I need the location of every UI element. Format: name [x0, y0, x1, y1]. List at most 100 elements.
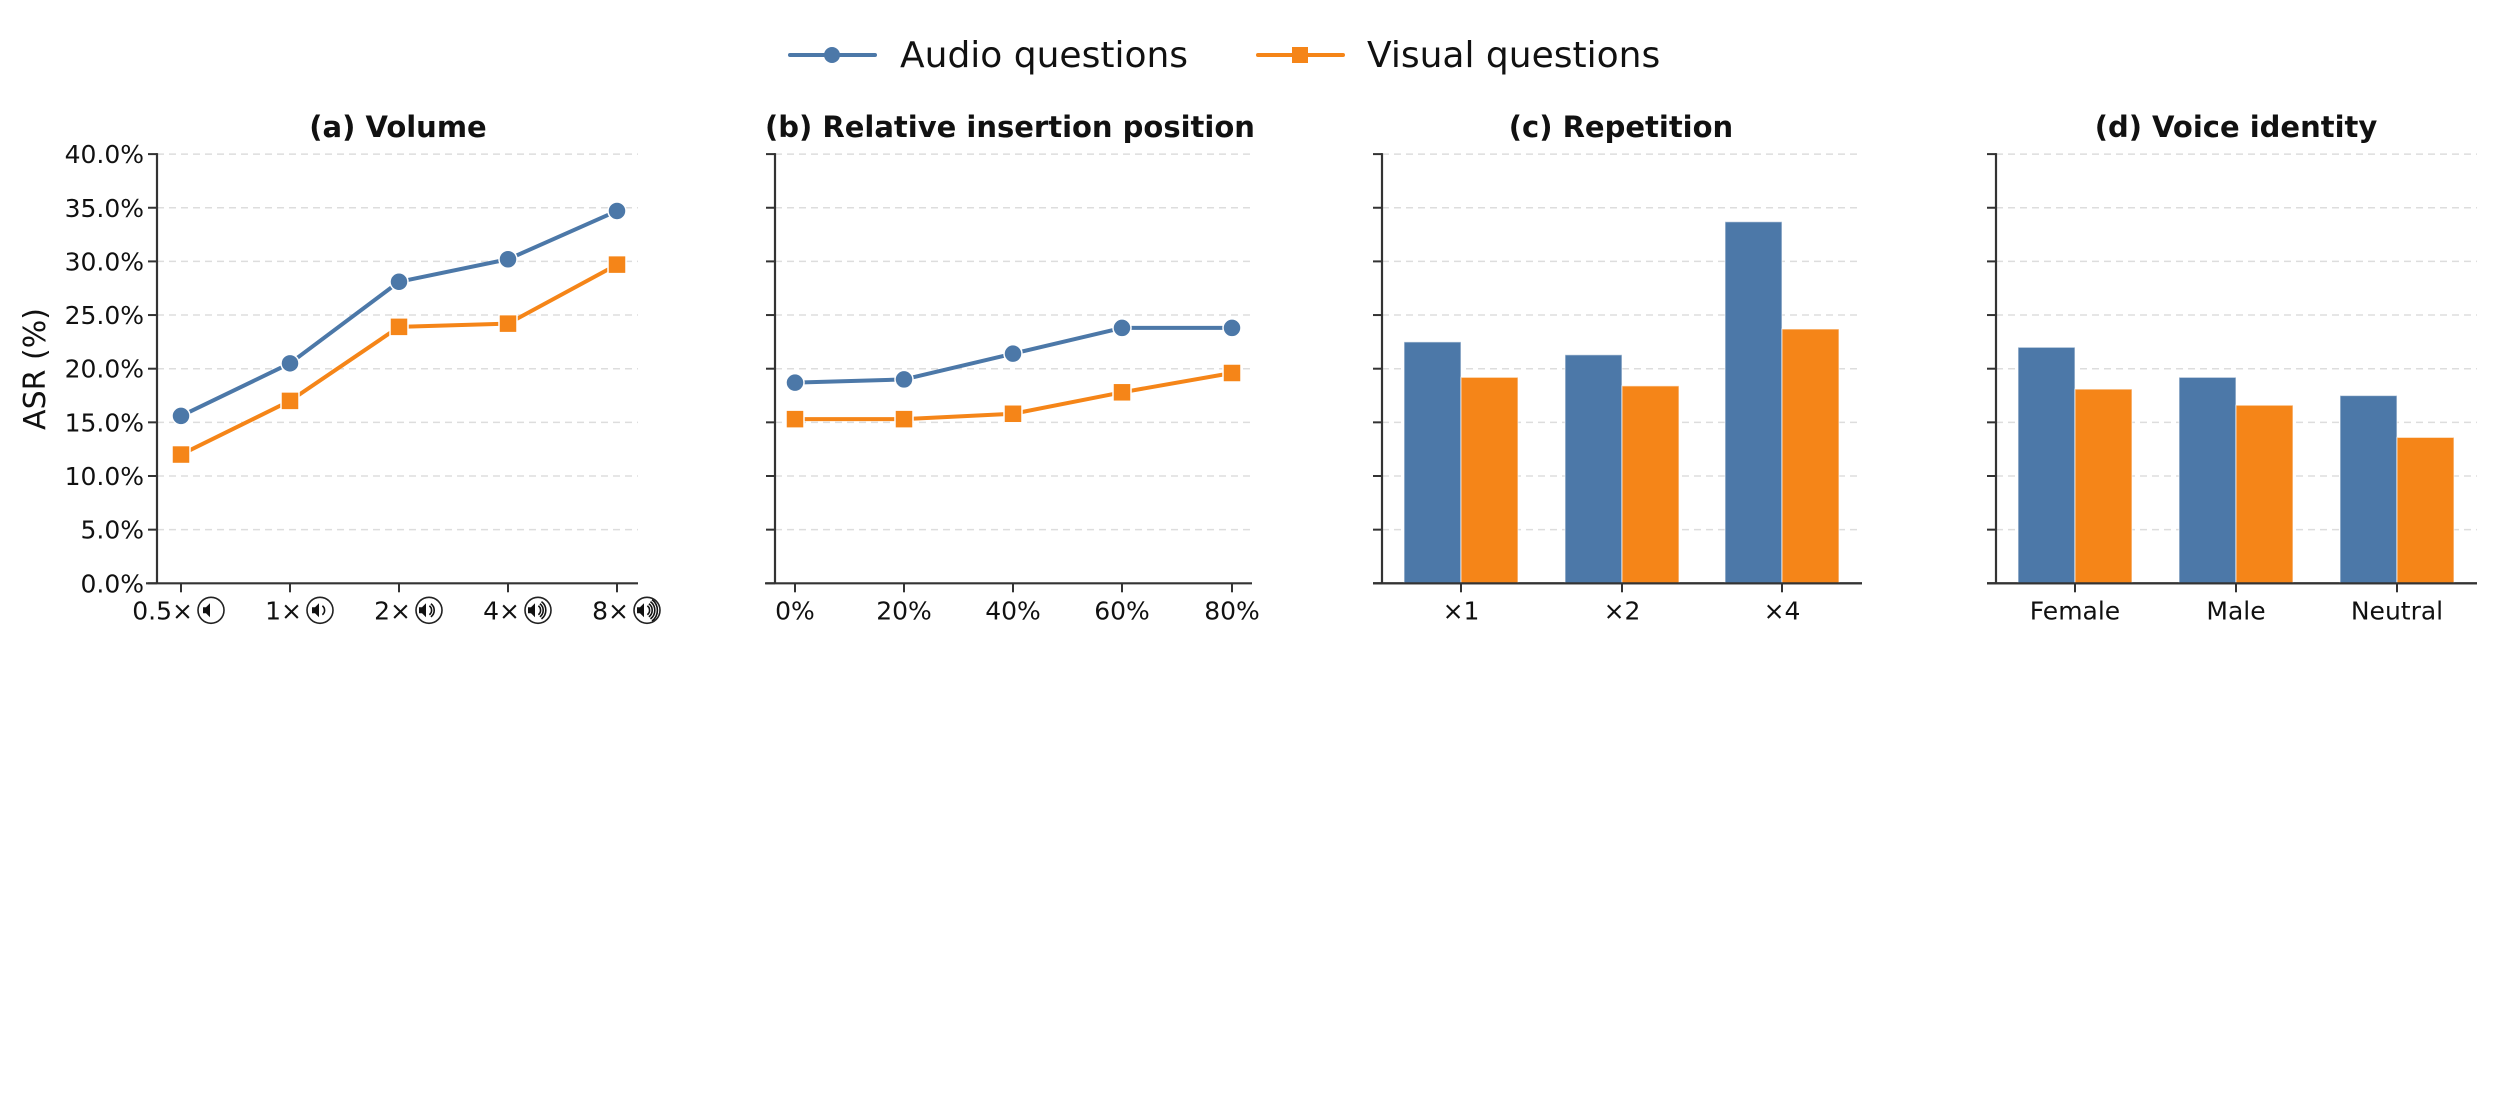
bar	[2017, 346, 2076, 584]
data-point-square	[1112, 382, 1132, 403]
panel-title: (b) Relative insertion position	[765, 110, 1255, 144]
x-tick-label: Female	[2030, 596, 2120, 625]
volume-level-5-icon	[633, 596, 661, 625]
bar	[1781, 328, 1840, 584]
x-axis: Female Male Neutral	[1987, 582, 2477, 625]
x-tick-label: 60%	[1094, 596, 1150, 625]
data-point-circle	[1003, 343, 1023, 364]
panel-repetition: (c) Repetition ×1 ×2 ×4	[1373, 110, 1862, 625]
y-tick-label: 30.0%	[65, 247, 144, 276]
y-axis: 0.0% 5.0% 10.0% 15.0% 20.0% 25.0% 30.0% 35.0% 40…	[65, 140, 159, 598]
x-tick-label: 0.5×	[132, 596, 193, 625]
sound-wave	[428, 605, 433, 616]
legend: Audio questions Visual questions	[788, 35, 1660, 76]
sound-wave	[537, 605, 542, 616]
x-tick-label: 0%	[775, 596, 815, 625]
sound-wave	[430, 603, 435, 618]
bar	[1724, 221, 1783, 584]
data-point-circle	[1222, 318, 1242, 338]
icon-ring	[524, 596, 552, 625]
panel-insertion-position: (b) Relative insertion position 0% 20% 40%…	[765, 110, 1260, 625]
sound-wave	[321, 605, 326, 616]
data-point-circle	[280, 353, 300, 374]
x-tick-label: ×4	[1764, 596, 1801, 625]
bar	[1621, 385, 1680, 584]
x-tick-label: 1×	[265, 596, 302, 625]
x-tick-label: Male	[2206, 596, 2265, 625]
volume-level-2-icon	[306, 596, 334, 625]
icon-ring	[197, 596, 225, 625]
panel-volume: (a) Volume 0.0% 5.0% 10.0% 15.0% 20.0% 25.0% 3…	[65, 110, 661, 625]
y-tick-label: 15.0%	[65, 408, 144, 437]
data-point-circle	[607, 201, 627, 221]
y-tick-label: 10.0%	[65, 462, 144, 491]
x-axis: 0% 20% 40% 60% 80%	[765, 582, 1260, 625]
speaker-body	[528, 603, 535, 618]
data-point-square	[498, 313, 518, 334]
bar	[1403, 341, 1462, 584]
x-tick-label: 20%	[876, 596, 932, 625]
bar	[2178, 376, 2237, 584]
series-audio	[785, 318, 1242, 393]
data-point-square	[894, 409, 914, 429]
sound-wave	[646, 605, 651, 616]
sound-wave	[651, 598, 659, 622]
volume-level-4-icon	[524, 596, 552, 625]
gridlines	[157, 153, 638, 585]
x-tick-label: 2×	[374, 596, 411, 625]
y-tick-label: 0.0%	[80, 569, 144, 598]
y-axis	[1373, 153, 1384, 585]
data-point-square	[1222, 363, 1242, 383]
icon-ring	[306, 596, 334, 625]
data-point-circle	[389, 272, 409, 292]
x-tick-label: 80%	[1204, 596, 1260, 625]
speaker-body	[203, 603, 210, 618]
data-point-square	[280, 391, 300, 411]
y-axis	[766, 153, 777, 585]
bar	[2339, 394, 2398, 584]
legend-item-visual: Visual questions	[1256, 35, 1660, 76]
x-tick-label: 40%	[985, 596, 1041, 625]
volume-level-1-icon	[197, 596, 225, 625]
sound-wave	[649, 601, 656, 620]
bar	[1460, 376, 1519, 584]
bar	[2074, 388, 2133, 584]
square-marker-icon	[1292, 47, 1308, 63]
y-tick-label: 35.0%	[65, 194, 144, 223]
circle-marker-icon	[824, 47, 840, 63]
x-tick-label: 4×	[483, 596, 520, 625]
sound-wave	[540, 601, 547, 620]
data-point-circle	[171, 406, 191, 426]
series-visual	[171, 254, 627, 465]
series-audio	[171, 201, 627, 426]
data-point-square	[171, 444, 191, 465]
panel-title: (c) Repetition	[1509, 110, 1733, 144]
x-tick-label: 8×	[592, 596, 629, 625]
bar	[2396, 436, 2455, 584]
speaker-body	[637, 603, 644, 618]
series-line	[180, 209, 618, 418]
data-point-circle	[498, 249, 518, 270]
series-line	[180, 262, 618, 457]
y-axis-label: ASR (%)	[18, 308, 53, 430]
legend-label-visual: Visual questions	[1367, 35, 1660, 76]
y-tick-label: 25.0%	[65, 301, 144, 330]
icon-ring	[633, 596, 661, 625]
x-tick-label: ×1	[1443, 596, 1480, 625]
icon-ring	[415, 596, 443, 625]
data-point-square	[607, 254, 627, 275]
legend-item-audio: Audio questions	[788, 35, 1188, 76]
speaker-body	[419, 603, 426, 618]
panel-title: (a) Volume	[309, 110, 486, 144]
data-point-circle	[1112, 318, 1132, 338]
x-tick-label: ×2	[1604, 596, 1641, 625]
data-point-square	[389, 317, 409, 337]
x-axis: ×1 ×2 ×4	[1373, 582, 1862, 625]
gridlines	[775, 153, 1252, 585]
sound-wave	[648, 603, 653, 618]
x-axis: 0.5× 1× 2× 4× 8×	[132, 582, 661, 625]
sound-wave	[539, 603, 544, 618]
bar	[2235, 404, 2294, 584]
